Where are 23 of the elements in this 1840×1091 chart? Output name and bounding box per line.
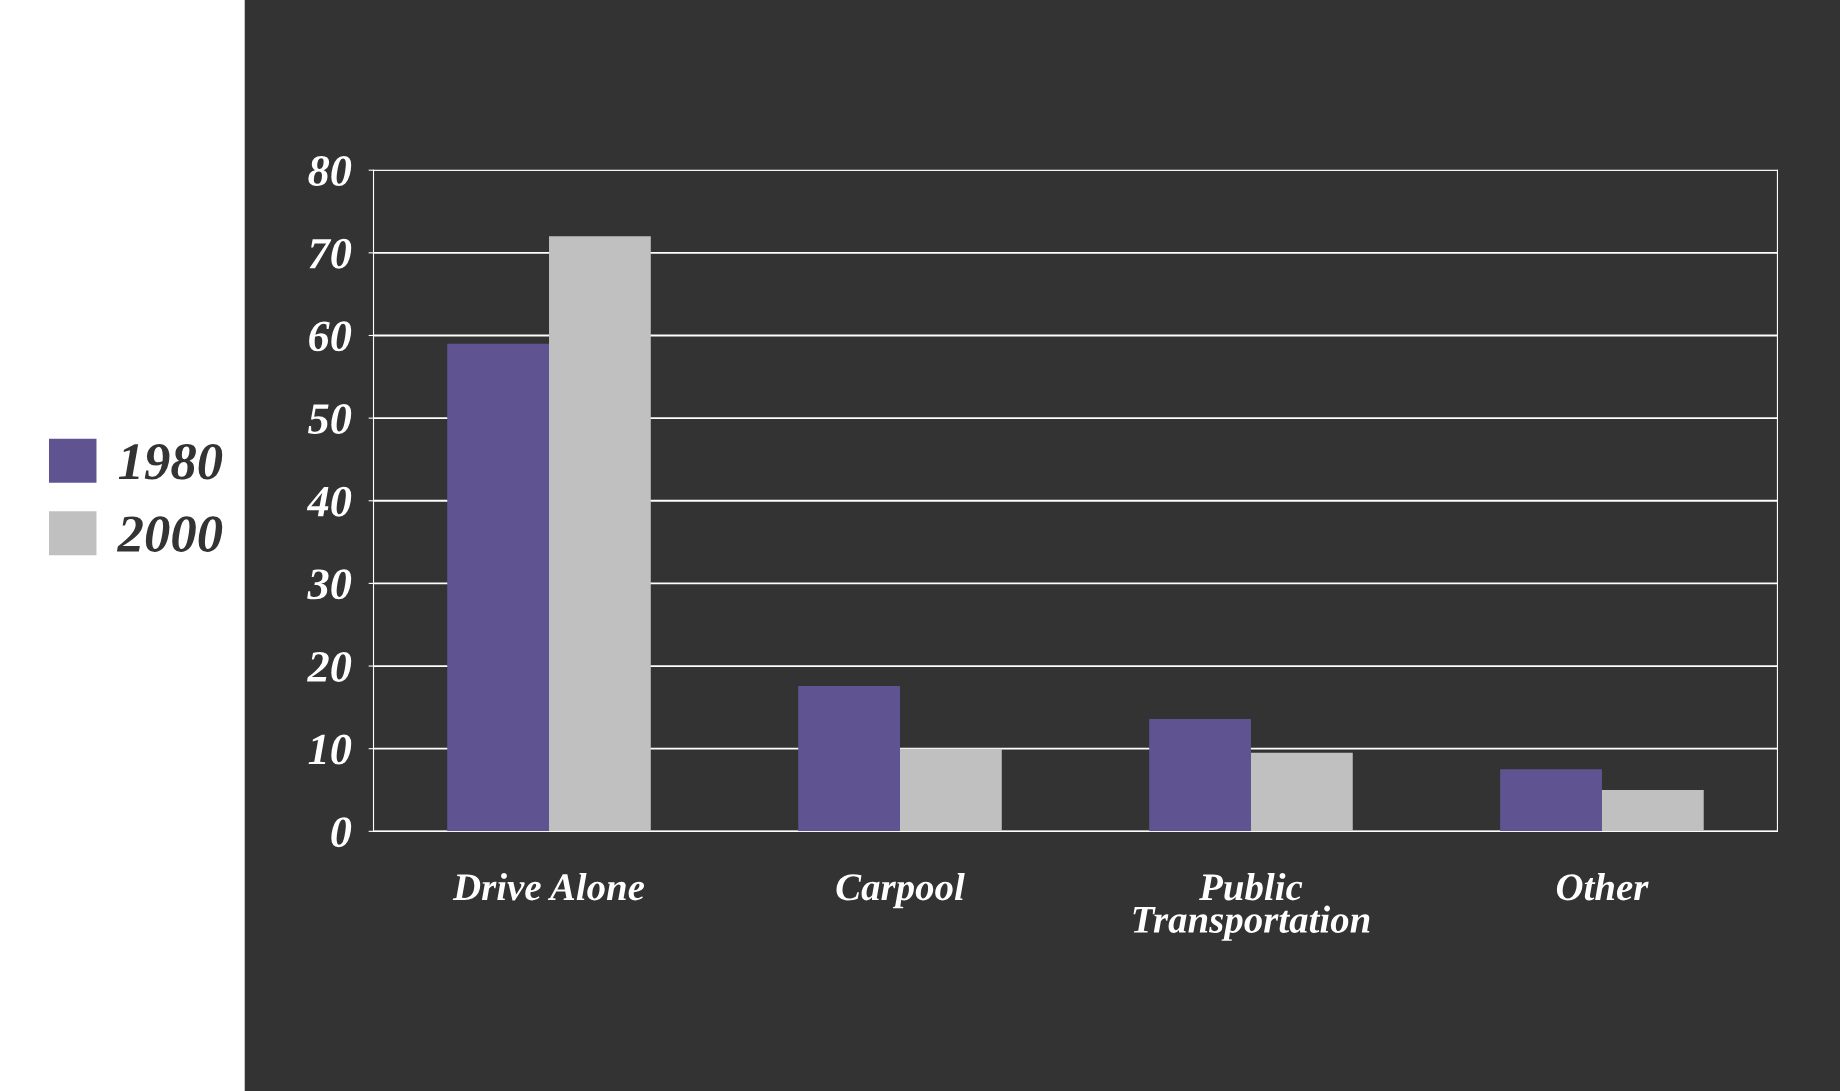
- y-tick-label: 10: [308, 734, 352, 765]
- y-tick-label: 50: [308, 403, 352, 434]
- bar: [1601, 790, 1704, 832]
- y-tick-label: 80: [308, 156, 352, 187]
- y-tick-label: 60: [309, 321, 352, 352]
- y-tick-label: 40: [306, 486, 352, 517]
- bar: [447, 343, 550, 832]
- x-tick-label: Public Transportation: [1133, 873, 1370, 941]
- y-tick-label: 30: [307, 569, 352, 600]
- bar: [549, 236, 651, 832]
- x-tick-label: Carpool: [836, 873, 965, 909]
- y-tick-label: 20: [307, 651, 352, 682]
- x-tick-label: Other: [1556, 873, 1649, 901]
- bar: [1250, 752, 1353, 832]
- bar: [1500, 769, 1602, 832]
- y-tick-label: 0: [331, 817, 352, 848]
- bar: [798, 685, 900, 832]
- legend-label: 1980: [118, 443, 223, 480]
- legend-label: 2000: [116, 516, 223, 552]
- bar: [899, 748, 1002, 832]
- x-tick-label: Drive Alone: [452, 873, 645, 901]
- y-tick-label: 70: [309, 238, 352, 269]
- bar: [1149, 718, 1251, 832]
